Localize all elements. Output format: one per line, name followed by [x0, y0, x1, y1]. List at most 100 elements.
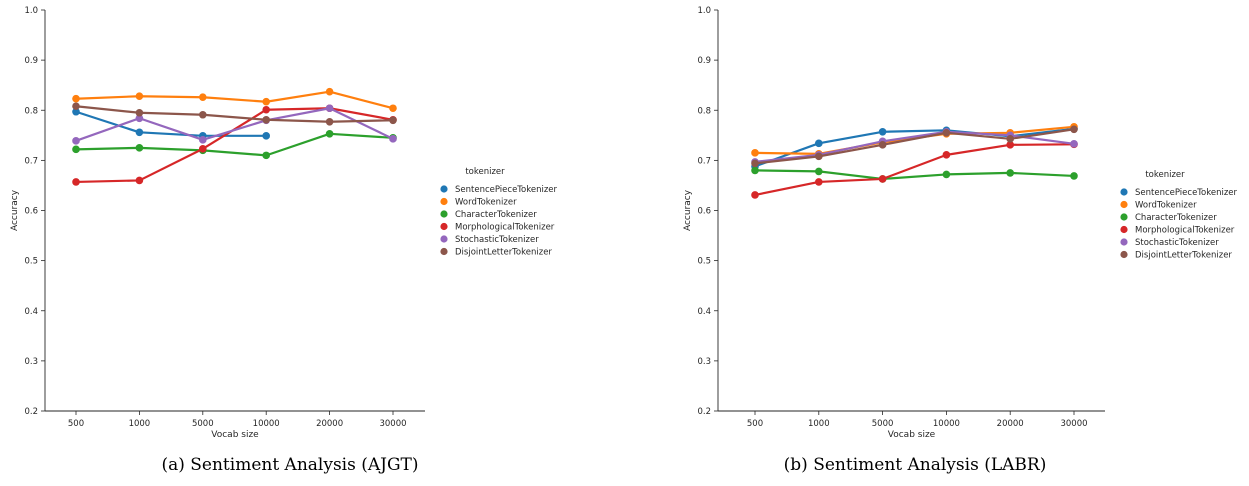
data-point: [72, 137, 80, 145]
y-tick-label: 0.3: [24, 357, 38, 367]
legend-marker: [440, 210, 448, 218]
x-tick-label: 10000: [933, 419, 960, 429]
data-point: [72, 102, 80, 111]
data-point: [942, 129, 951, 137]
x-tick-label: 30000: [1060, 419, 1087, 429]
data-point: [135, 128, 144, 137]
y-tick-label: 1.0: [24, 6, 38, 16]
data-point: [199, 136, 207, 144]
series-line: [754, 127, 1075, 168]
data-point: [878, 175, 887, 183]
y-axis-label: Accuracy: [683, 189, 693, 231]
y-tick-label: 0.4: [697, 307, 711, 317]
data-point: [1006, 169, 1014, 177]
series-DisjointLetterTokenizer: [751, 125, 1078, 168]
legend: tokenizer SentencePieceTokenizer WordToken…: [1120, 170, 1238, 261]
data-point: [135, 92, 144, 101]
y-tick-label: 0.3: [697, 357, 711, 367]
data-point: [135, 114, 144, 123]
data-point: [389, 135, 397, 143]
data-point: [262, 115, 271, 124]
legend-label: StochasticTokenizer: [1135, 238, 1219, 248]
series-DisjointLetterTokenizer: [72, 102, 397, 126]
series-CharacterTokenizer: [72, 130, 397, 160]
data-point: [751, 159, 759, 168]
x-tick-label: 10000: [253, 419, 280, 429]
data-point: [135, 108, 144, 117]
y-tick-label: 0.2: [24, 407, 38, 417]
data-point: [751, 191, 759, 199]
series-line: [75, 107, 394, 184]
legend-marker: [1120, 250, 1128, 259]
data-point: [1006, 135, 1014, 143]
y-tick-label: 0.9: [697, 56, 711, 66]
figure-caption: (a) Sentiment Analysis (AJGT): [161, 455, 418, 475]
series-MorphologicalTokenizer: [751, 140, 1078, 199]
data-point: [262, 132, 271, 140]
data-point: [135, 176, 144, 185]
data-point: [135, 144, 144, 152]
data-point: [72, 94, 80, 103]
legend-label: SentencePieceTokenizer: [455, 185, 558, 195]
legend-marker: [440, 185, 448, 193]
x-tick-label: 20000: [997, 419, 1024, 429]
data-point: [199, 110, 207, 119]
x-tick-label: 500: [747, 419, 763, 429]
data-point: [72, 145, 80, 154]
data-point: [751, 149, 759, 157]
legend-label: CharacterTokenizer: [1135, 213, 1217, 223]
legend-label: WordTokenizer: [1135, 201, 1197, 211]
y-tick-label: 0.9: [24, 56, 38, 66]
y-tick-label: 0.2: [697, 407, 711, 417]
y-axis-label: Accuracy: [10, 189, 20, 231]
legend-label: SentencePieceTokenizer: [1135, 188, 1238, 198]
legend-marker: [1120, 225, 1128, 234]
series-CharacterTokenizer: [751, 166, 1078, 183]
legend-title: tokenizer: [465, 167, 505, 177]
legend: tokenizer SentencePieceTokenizer WordToken…: [440, 167, 558, 258]
x-tick-label: 20000: [316, 419, 343, 429]
y-tick-label: 0.7: [24, 156, 38, 166]
data-point: [942, 151, 951, 159]
data-point: [199, 93, 207, 102]
series-line: [75, 107, 394, 142]
series-line: [75, 110, 267, 137]
data-point: [1006, 141, 1014, 149]
x-tick-label: 30000: [379, 419, 406, 429]
data-point: [325, 117, 334, 126]
data-point: [72, 178, 80, 186]
y-tick-label: 0.8: [697, 106, 711, 116]
legend-label: WordTokenizer: [455, 198, 517, 208]
y-tick-label: 0.6: [697, 207, 711, 217]
data-point: [72, 107, 80, 116]
x-tick-label: 5000: [192, 419, 214, 429]
x-tick-label: 5000: [872, 419, 894, 429]
series-WordTokenizer: [72, 87, 397, 113]
x-tick-label: 500: [68, 419, 84, 429]
data-point: [199, 145, 207, 153]
y-tick-label: 1.0: [697, 6, 711, 16]
data-point: [1070, 125, 1078, 134]
series-line: [754, 128, 1075, 165]
data-point: [1070, 172, 1078, 180]
y-tick-label: 0.7: [697, 156, 711, 166]
y-tick-label: 0.8: [24, 106, 38, 116]
data-point: [325, 104, 334, 113]
data-point: [325, 130, 334, 138]
data-point: [815, 167, 823, 176]
data-point: [878, 141, 887, 149]
y-tick-label: 0.5: [697, 257, 711, 267]
legend-marker: [1120, 188, 1128, 196]
data-point: [262, 105, 271, 114]
chart-panel-b: 0.2 0.3 0.4 0.5 0.6 0.7 0.8 0.9 1.0 500 1000 5000 10…: [683, 6, 1238, 475]
data-point: [389, 116, 397, 125]
chart-panel-a: 0.2 0.3 0.4 0.5 0.6 0.7 0.8 0.9 1.0 500 1000 5000 10…: [10, 6, 558, 475]
series-line: [754, 143, 1075, 197]
legend-label: StochasticTokenizer: [455, 235, 539, 245]
legend-marker: [440, 222, 448, 231]
series-line: [75, 90, 394, 110]
figure-caption: (b) Sentiment Analysis (LABR): [784, 455, 1047, 475]
data-point: [815, 152, 823, 161]
x-tick-label: 1000: [129, 419, 151, 429]
